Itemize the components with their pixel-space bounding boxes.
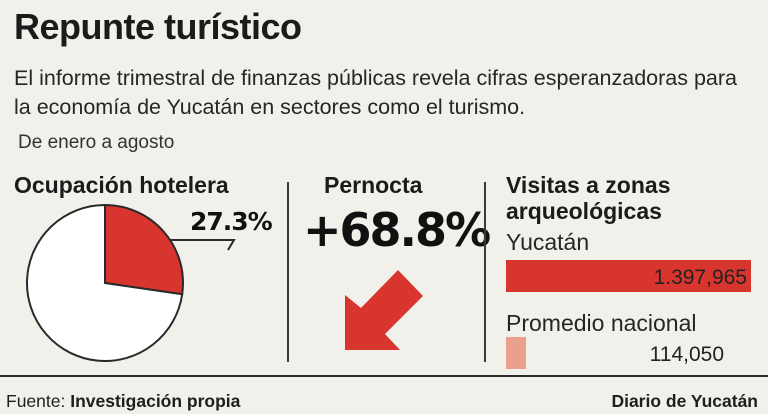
source-label: Fuente: <box>6 391 71 411</box>
bar-category-label-1: Promedio nacional <box>506 310 697 336</box>
pie-value-label: 27.3% <box>190 207 273 236</box>
source-value: Investigación propia <box>70 391 241 411</box>
bar-chart-title: Visitas a zonas arqueológicas <box>506 172 671 224</box>
pie-chart-title: Ocupación hotelera <box>14 172 229 198</box>
bar-0 <box>506 260 751 292</box>
bar-chart: Yucatán 1.397,965 Promedio nacional 114,050 <box>506 229 751 369</box>
source-credit: Fuente: Investigación propia <box>6 391 240 412</box>
page-subtitle: El informe trimestral de finanzas públic… <box>14 66 737 119</box>
page-title: Repunte turístico <box>14 6 302 47</box>
bar-category-label-0: Yucatán <box>506 229 589 255</box>
pernocta-title: Pernocta <box>324 172 423 198</box>
pie-slice-0 <box>104 203 184 296</box>
footer-rule <box>0 375 768 377</box>
pie-leader-line <box>169 238 236 251</box>
arrow-up-right-icon <box>345 270 423 350</box>
bar-value-label-1: 114,050 <box>650 343 724 366</box>
pernocta-value: +68.8% <box>303 203 491 257</box>
publisher-credit: Diario de Yucatán <box>611 391 758 411</box>
period-label: De enero a agosto <box>18 132 175 153</box>
divider-1 <box>287 182 289 362</box>
divider-2 <box>484 182 486 362</box>
pie-chart: 27.3% <box>26 203 274 362</box>
pie-slice-1 <box>26 203 184 362</box>
bar-1 <box>506 337 526 369</box>
bar-value-label-0: 1.397,965 <box>654 266 747 289</box>
